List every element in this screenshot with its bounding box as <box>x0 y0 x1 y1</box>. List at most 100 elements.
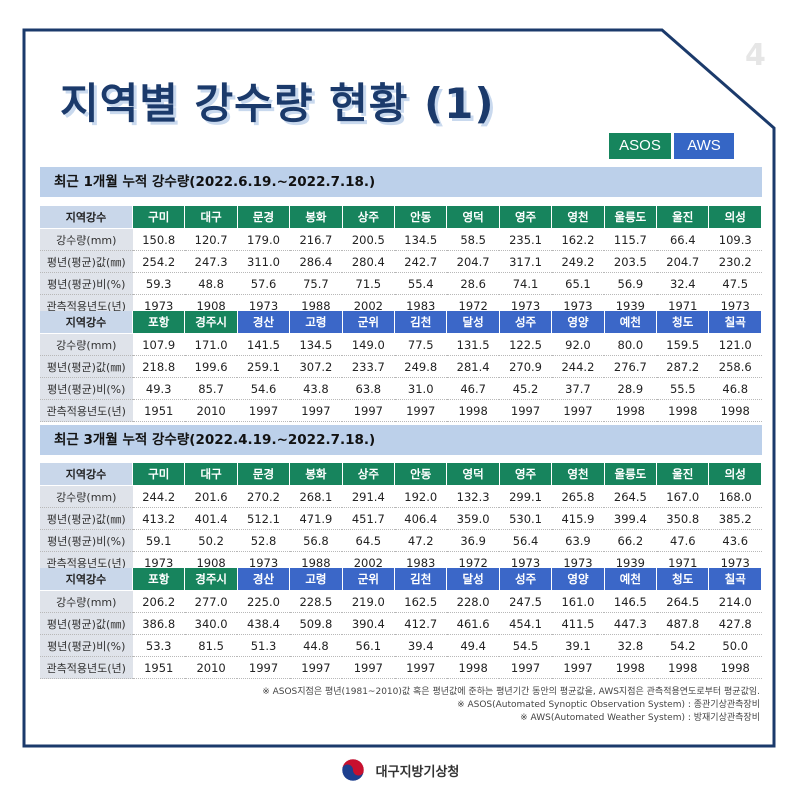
table-cell: 412.7 <box>394 612 447 635</box>
table-cell: 45.2 <box>499 377 552 400</box>
table-row: 관측적용년도(년) 1951 2010 1997 1997 1997 1997 1998 199… <box>40 656 762 679</box>
table-cell: 171.0 <box>184 333 238 356</box>
table-cell: 214.0 <box>708 590 762 613</box>
table-cell: 1997 <box>394 656 447 679</box>
table-cell: 56.9 <box>604 272 657 295</box>
table-cell: 107.9 <box>132 333 185 356</box>
page-number: 4 <box>745 38 766 73</box>
table-cell: 233.7 <box>342 355 395 378</box>
table-cell: 66.2 <box>604 529 657 552</box>
table-cell: 161.0 <box>551 590 605 613</box>
header-label: 지역강수 <box>40 311 133 334</box>
table-cell: 55.4 <box>394 272 447 295</box>
table-cell: 115.7 <box>604 228 657 251</box>
table-cell: 134.5 <box>289 333 343 356</box>
table-cell: 49.3 <box>132 377 185 400</box>
table-cell: 1997 <box>499 656 552 679</box>
table-row: 평년(평균)비(%) 59.3 48.8 57.6 75.7 71.5 55.4 28.6 74… <box>40 272 762 295</box>
table-cell: 47.5 <box>708 272 762 295</box>
table-cell: 270.9 <box>499 355 552 378</box>
station-name: 경주시 <box>184 568 238 591</box>
page-frame <box>22 28 776 748</box>
table-cell: 81.5 <box>184 634 238 657</box>
station-name: 영양 <box>551 568 605 591</box>
header-label: 지역강수 <box>40 568 133 591</box>
row-label: 평년(평균)값(㎜) <box>40 355 133 378</box>
table-cell: 228.0 <box>446 590 500 613</box>
station-name: 봉화 <box>289 463 343 486</box>
station-name: 상주 <box>342 206 396 229</box>
station-name: 문경 <box>237 463 291 486</box>
row-label: 강수량(mm) <box>40 485 133 508</box>
station-header-row: 지역강수 구미 대구 문경 봉화 상주 안동 영덕 영주 영천 울릉도 울진 의성 <box>40 206 762 229</box>
table-cell: 265.8 <box>551 485 605 508</box>
table-cell: 179.0 <box>237 228 290 251</box>
table-cell: 134.5 <box>394 228 447 251</box>
station-name: 성주 <box>499 568 553 591</box>
footnotes: ※ ASOS지점은 평년(1981~2010)값 혹은 평년값에 준하는 평년기… <box>262 686 760 725</box>
table-cell: 427.8 <box>708 612 762 635</box>
station-name: 군위 <box>342 568 396 591</box>
table-row: 강수량(mm) 107.9 171.0 141.5 134.5 149.0 77.5 131.… <box>40 333 762 356</box>
station-name: 달성 <box>446 568 500 591</box>
table-cell: 201.6 <box>184 485 238 508</box>
table-cell: 264.5 <box>604 485 657 508</box>
table-cell: 46.7 <box>446 377 500 400</box>
table-cell: 249.8 <box>394 355 447 378</box>
table-cell: 270.2 <box>237 485 290 508</box>
row-label: 평년(평균)비(%) <box>40 529 133 552</box>
table-cell: 32.8 <box>604 634 657 657</box>
precip-table-1month-b: 지역강수 포항 경주시 경산 고령 군위 김천 달성 성주 영양 예천 청도 칠곡 강수량(mm) 107.… <box>40 311 762 422</box>
station-name: 울진 <box>656 463 710 486</box>
table-row: 평년(평균)비(%) 53.3 81.5 51.3 44.8 56.1 39.4 49.4 54… <box>40 634 762 657</box>
table-cell: 1997 <box>342 399 395 422</box>
table-cell: 120.7 <box>184 228 238 251</box>
table-cell: 471.9 <box>289 507 343 530</box>
station-name: 포항 <box>132 568 186 591</box>
table-cell: 80.0 <box>604 333 657 356</box>
table-cell: 228.5 <box>289 590 343 613</box>
row-label: 관측적용년도(년) <box>40 656 133 679</box>
station-name: 의성 <box>708 463 762 486</box>
table-cell: 291.4 <box>342 485 395 508</box>
station-name: 칠곡 <box>708 311 762 334</box>
table-cell: 199.6 <box>184 355 238 378</box>
station-name: 성주 <box>499 311 553 334</box>
table-row: 평년(평균)값(㎜) 254.2 247.3 311.0 286.4 280.4 242.7… <box>40 250 762 273</box>
station-header-row: 지역강수 포항 경주시 경산 고령 군위 김천 달성 성주 영양 예천 청도 칠곡 <box>40 568 762 591</box>
table-cell: 225.0 <box>237 590 290 613</box>
table-cell: 2010 <box>184 399 238 422</box>
page-title: 지역별 강수량 현황 (1) <box>60 79 495 128</box>
station-name: 울릉도 <box>604 463 658 486</box>
table-cell: 1998 <box>446 399 500 422</box>
table-cell: 406.4 <box>394 507 447 530</box>
table-cell: 71.5 <box>342 272 395 295</box>
table-cell: 146.5 <box>604 590 657 613</box>
station-name: 구미 <box>132 463 186 486</box>
table-row: 관측적용년도(년) 1951 2010 1997 1997 1997 1997 1998 199… <box>40 399 762 422</box>
table-cell: 454.1 <box>499 612 552 635</box>
table-row: 평년(평균)값(㎜) 413.2 401.4 512.1 471.9 451.7 406.4… <box>40 507 762 530</box>
table-cell: 168.0 <box>708 485 762 508</box>
table-cell: 1997 <box>551 656 605 679</box>
table-cell: 1997 <box>237 399 290 422</box>
table-cell: 276.7 <box>604 355 657 378</box>
table-cell: 411.5 <box>551 612 605 635</box>
table-row: 평년(평균)값(㎜) 386.8 340.0 438.4 509.8 390.4 412.7… <box>40 612 762 635</box>
table-cell: 204.7 <box>446 250 500 273</box>
table-cell: 216.7 <box>289 228 343 251</box>
table-cell: 52.8 <box>237 529 290 552</box>
station-name: 의성 <box>708 206 762 229</box>
table-cell: 56.1 <box>342 634 395 657</box>
table-cell: 447.3 <box>604 612 657 635</box>
table-cell: 512.1 <box>237 507 290 530</box>
table-cell: 59.1 <box>132 529 185 552</box>
station-name: 울릉도 <box>604 206 658 229</box>
table-cell: 509.8 <box>289 612 343 635</box>
table-cell: 1997 <box>394 399 447 422</box>
table-cell: 385.2 <box>708 507 762 530</box>
table-cell: 415.9 <box>551 507 605 530</box>
table-cell: 58.5 <box>446 228 500 251</box>
table-cell: 167.0 <box>656 485 709 508</box>
table-cell: 56.8 <box>289 529 343 552</box>
